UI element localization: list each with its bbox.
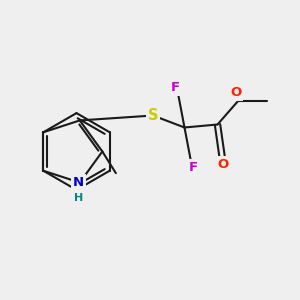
Text: O: O — [218, 158, 229, 172]
Text: N: N — [73, 176, 84, 189]
Text: F: F — [171, 81, 180, 94]
Text: F: F — [189, 161, 198, 174]
Text: H: H — [74, 193, 83, 203]
Text: S: S — [148, 108, 158, 123]
Text: O: O — [230, 85, 241, 99]
